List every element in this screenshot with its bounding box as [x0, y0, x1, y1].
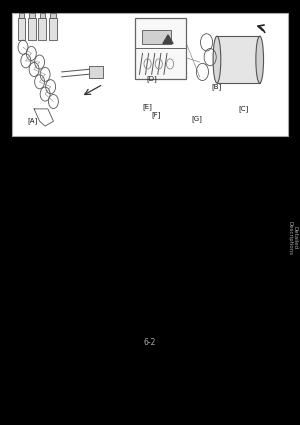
Text: [B]: [B] — [212, 84, 222, 91]
Bar — [19, 13, 24, 18]
Bar — [38, 18, 46, 40]
Bar — [50, 13, 56, 18]
Polygon shape — [163, 35, 173, 44]
Bar — [217, 36, 260, 83]
Bar — [40, 13, 45, 18]
Text: [A]: [A] — [27, 118, 37, 125]
Bar — [89, 66, 103, 78]
Ellipse shape — [256, 36, 264, 83]
Bar — [28, 18, 36, 40]
Bar — [142, 30, 171, 44]
Text: [D]: [D] — [146, 75, 157, 82]
Text: [F]: [F] — [151, 111, 160, 118]
Bar — [49, 18, 57, 40]
Text: [E]: [E] — [143, 104, 153, 111]
Bar — [12, 13, 288, 136]
Text: [C]: [C] — [238, 105, 249, 112]
Bar — [135, 18, 186, 79]
Bar — [29, 13, 34, 18]
Text: Detailed
Descriptions: Detailed Descriptions — [287, 221, 298, 255]
Bar — [17, 18, 25, 40]
Text: 6-2: 6-2 — [144, 337, 156, 347]
Ellipse shape — [213, 36, 221, 83]
Text: [G]: [G] — [191, 115, 202, 122]
